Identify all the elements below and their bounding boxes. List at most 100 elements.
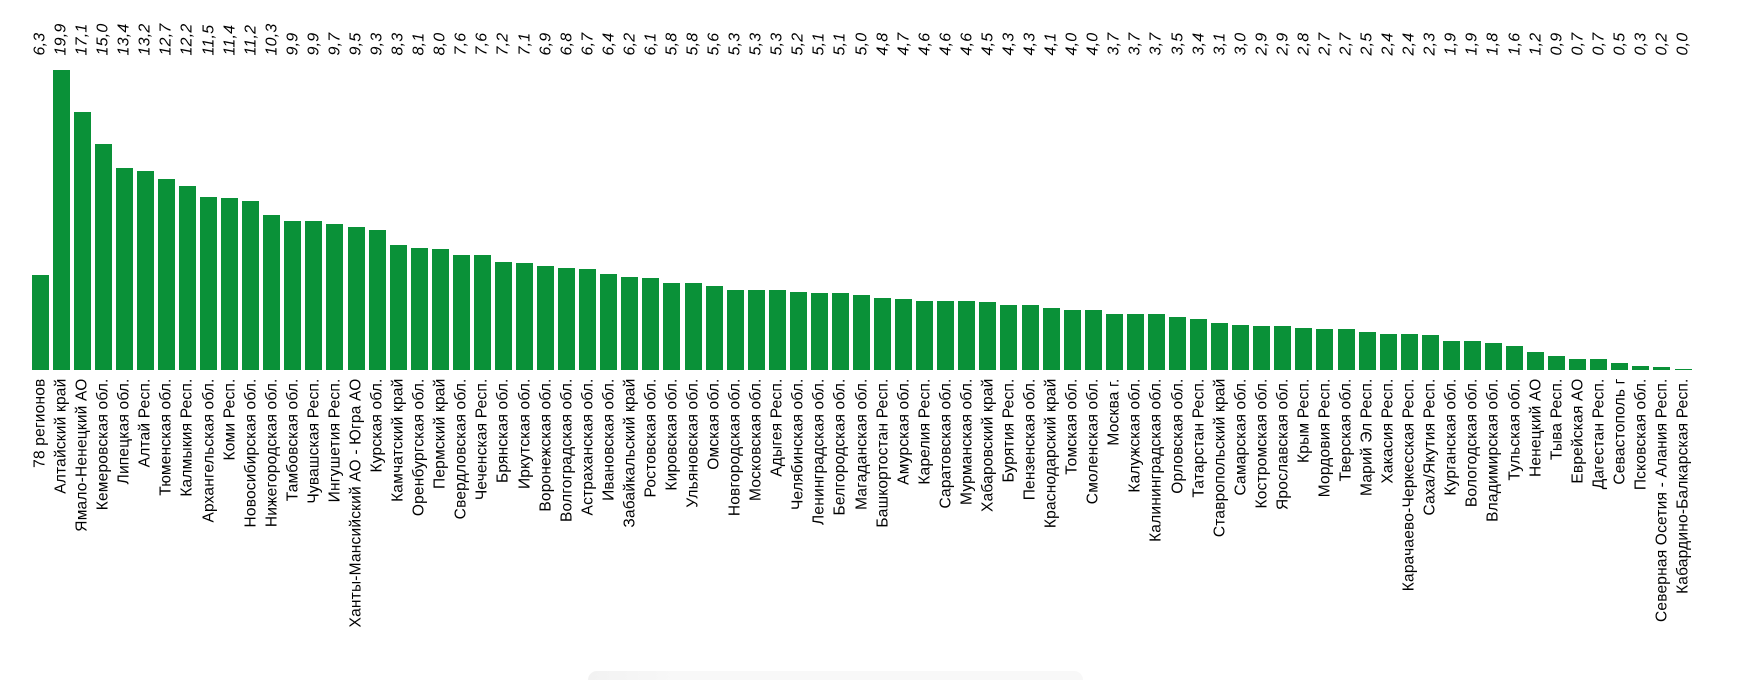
bar-value-label: 6,4: [600, 32, 618, 55]
bar-value-label: 6,3: [31, 32, 49, 55]
bar-value-label: 8,3: [389, 32, 407, 55]
bar: [1569, 359, 1587, 370]
bar-value-label: 4,3: [1000, 32, 1018, 55]
bar: [1421, 335, 1439, 370]
bar-value-label: 2,5: [1358, 32, 1376, 55]
bar-value-label: 5,0: [853, 32, 870, 55]
bar-value-label: 6,8: [558, 32, 576, 55]
x-axis-label: Чувашская Респ.: [305, 378, 323, 504]
bar-value-label: 4,1: [1042, 32, 1060, 55]
bar: [1653, 367, 1671, 370]
x-axis-label: Курганская обл.: [1442, 378, 1460, 496]
bar-value-label: 12,7: [157, 23, 175, 55]
bar: [1379, 333, 1397, 370]
bar-value-label: 4,5: [979, 32, 997, 55]
bar-value-label: 5,3: [726, 32, 744, 55]
x-axis-label: Московская обл.: [747, 378, 765, 501]
x-axis-label: Карачаево-Черкесская Респ.: [1400, 378, 1418, 591]
bar-value-label: 1,9: [1442, 32, 1460, 55]
bar-value-label: 7,6: [452, 32, 470, 55]
bar: [726, 290, 744, 370]
bar: [1084, 309, 1102, 370]
x-axis-label: Вологодская обл.: [1463, 378, 1481, 507]
bar-value-label: 3,7: [1126, 32, 1144, 55]
x-axis-label: Ханты-Мансийский АО - Югра АО: [347, 378, 365, 627]
bar: [1527, 351, 1544, 370]
x-axis-label: Калининградская обл.: [1147, 378, 1165, 542]
bar-value-label: 3,7: [1147, 32, 1165, 55]
bar: [874, 297, 892, 370]
bar: [347, 226, 365, 370]
bar: [431, 249, 449, 370]
x-axis-label: Брянская обл.: [494, 378, 512, 483]
bar-value-label: 11,2: [242, 24, 260, 55]
bar: [579, 269, 597, 370]
bar-value-label: 2,3: [1421, 32, 1439, 55]
bar-value-label: 8,1: [410, 32, 428, 55]
x-axis-label: Тюменская обл.: [157, 378, 175, 496]
bar: [31, 275, 49, 370]
bar: [1358, 332, 1376, 370]
bar: [979, 302, 997, 370]
x-axis-label: Тульская обл.: [1506, 378, 1523, 481]
x-axis-label: Коми Респ.: [221, 378, 239, 460]
bar-value-label: 5,8: [663, 32, 681, 55]
bar: [452, 255, 470, 370]
x-axis-label: Мордовия Респ.: [1316, 378, 1334, 497]
bar: [1400, 333, 1418, 370]
bar: [1190, 318, 1207, 370]
bar-value-label: 0,2: [1653, 32, 1671, 55]
bar: [115, 168, 133, 370]
x-axis-label: Свердловская обл.: [452, 378, 470, 519]
bar-value-label: 5,2: [789, 32, 807, 55]
bar: [853, 294, 870, 370]
bar-value-label: 11,5: [200, 24, 217, 55]
x-axis-label: Омская обл.: [705, 378, 723, 470]
x-axis-label: Кировская обл.: [663, 378, 681, 491]
bar-value-label: 10,3: [263, 23, 281, 55]
x-axis-label: Волгоградская обл.: [558, 378, 576, 522]
bottom-overlay-artifact: [588, 671, 1083, 680]
bar: [937, 300, 955, 370]
bar: [768, 290, 786, 370]
bar-value-label: 3,1: [1211, 32, 1229, 55]
x-axis-label: Владимирская обл.: [1484, 378, 1502, 522]
bar-value-label: 0,7: [1569, 32, 1587, 55]
x-axis-label: Астраханская обл.: [579, 378, 597, 515]
bar: [284, 220, 302, 370]
bar: [305, 220, 323, 370]
bar: [684, 282, 702, 370]
x-axis-label: Хабаровский край: [979, 378, 997, 512]
bar: [494, 261, 512, 370]
x-axis-label: Магаданская обл.: [853, 378, 870, 510]
bar-value-label: 0,5: [1611, 32, 1629, 55]
x-axis-label: Челябинская обл.: [789, 378, 807, 510]
x-axis-label: Татарстан Респ.: [1190, 378, 1207, 498]
x-axis-label: Марий Эл Респ.: [1358, 378, 1376, 496]
bar-value-label: 4,3: [1021, 32, 1039, 55]
x-axis-label: Алтайский край: [52, 378, 70, 494]
x-axis-label: Калужская обл.: [1126, 378, 1144, 493]
bar: [1295, 327, 1313, 370]
bar-value-label: 13,4: [115, 23, 133, 55]
bar-value-label: 17,1: [73, 23, 91, 55]
bar: [263, 214, 281, 370]
bar-value-label: 2,7: [1337, 32, 1355, 55]
bar-value-label: 4,0: [1084, 32, 1102, 55]
bar: [389, 244, 407, 370]
bar-value-label: 7,6: [473, 32, 491, 55]
x-axis-label: Камчатский край: [389, 378, 407, 502]
bar: [642, 278, 660, 370]
bar-value-label: 4,7: [895, 32, 913, 55]
bar-value-label: 6,7: [579, 32, 597, 55]
bar: [242, 201, 260, 370]
bar: [810, 293, 828, 370]
bar-value-label: 9,5: [347, 32, 365, 55]
bar: [958, 300, 976, 370]
bar: [178, 186, 196, 370]
bar-value-label: 5,8: [684, 32, 702, 55]
x-axis-label: Новгородская обл.: [726, 378, 744, 516]
bar-value-label: 1,2: [1527, 32, 1544, 55]
bar: [1316, 329, 1334, 370]
x-axis-label: Амурская обл.: [895, 378, 913, 485]
